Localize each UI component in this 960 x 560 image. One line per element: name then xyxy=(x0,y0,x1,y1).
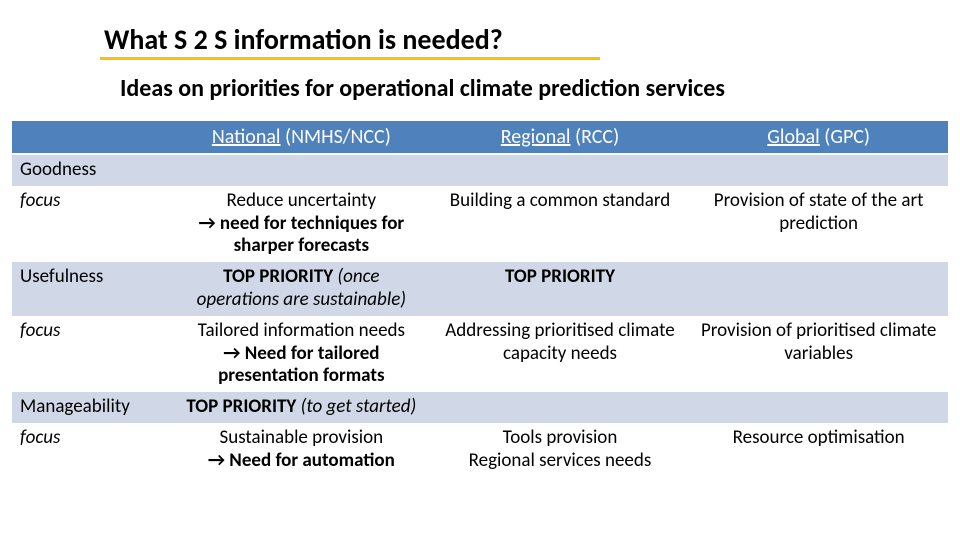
table-cell xyxy=(431,154,690,186)
table-cell: Sustainable provision→ Need for automati… xyxy=(172,423,431,477)
row-label: Goodness xyxy=(12,154,172,186)
header-row: National (NMHS/NCC) Regional (RCC) Globa… xyxy=(12,121,948,154)
row-label: Usefulness xyxy=(12,262,172,316)
table-cell: TOP PRIORITY xyxy=(431,262,690,316)
table-row: ManageabilityTOP PRIORITY (to get starte… xyxy=(12,392,948,423)
title-container: What S 2 S information is needed? xyxy=(100,20,600,60)
header-global: Global (GPC) xyxy=(689,121,948,154)
table-row: focusSustainable provision→ Need for aut… xyxy=(12,423,948,477)
table-cell: Resource optimisation xyxy=(689,423,948,477)
table-cell: TOP PRIORITY (once operations are sustai… xyxy=(172,262,431,316)
table-cell: Building a common standard xyxy=(431,186,690,262)
priorities-table: National (NMHS/NCC) Regional (RCC) Globa… xyxy=(12,121,948,477)
table-row: focusTailored information needs→ Need fo… xyxy=(12,316,948,392)
table-cell: Tools provisionRegional services needs xyxy=(431,423,690,477)
table-cell xyxy=(689,262,948,316)
table-row: focusReduce uncertainty→ need for techni… xyxy=(12,186,948,262)
table-cell: Provision of prioritised climate variabl… xyxy=(689,316,948,392)
header-regional: Regional (RCC) xyxy=(431,121,690,154)
table-row: Goodness xyxy=(12,154,948,186)
table-cell xyxy=(172,154,431,186)
row-label: focus xyxy=(12,423,172,477)
table-cell: TOP PRIORITY (to get started) xyxy=(172,392,431,423)
row-label: Manageability xyxy=(12,392,172,423)
table-cell: Provision of state of the art prediction xyxy=(689,186,948,262)
table-cell: Tailored information needs→ Need for tai… xyxy=(172,316,431,392)
header-blank xyxy=(12,121,172,154)
header-national: National (NMHS/NCC) xyxy=(172,121,431,154)
page-title: What S 2 S information is needed? xyxy=(100,20,600,57)
table-cell xyxy=(431,392,690,423)
table-cell xyxy=(689,154,948,186)
row-label: focus xyxy=(12,316,172,392)
table-row: UsefulnessTOP PRIORITY (once operations … xyxy=(12,262,948,316)
table-cell: Reduce uncertainty→ need for techniques … xyxy=(172,186,431,262)
table-cell: Addressing prioritised climate capacity … xyxy=(431,316,690,392)
table-cell xyxy=(689,392,948,423)
row-label: focus xyxy=(12,186,172,262)
page-subtitle: Ideas on priorities for operational clim… xyxy=(120,74,960,103)
